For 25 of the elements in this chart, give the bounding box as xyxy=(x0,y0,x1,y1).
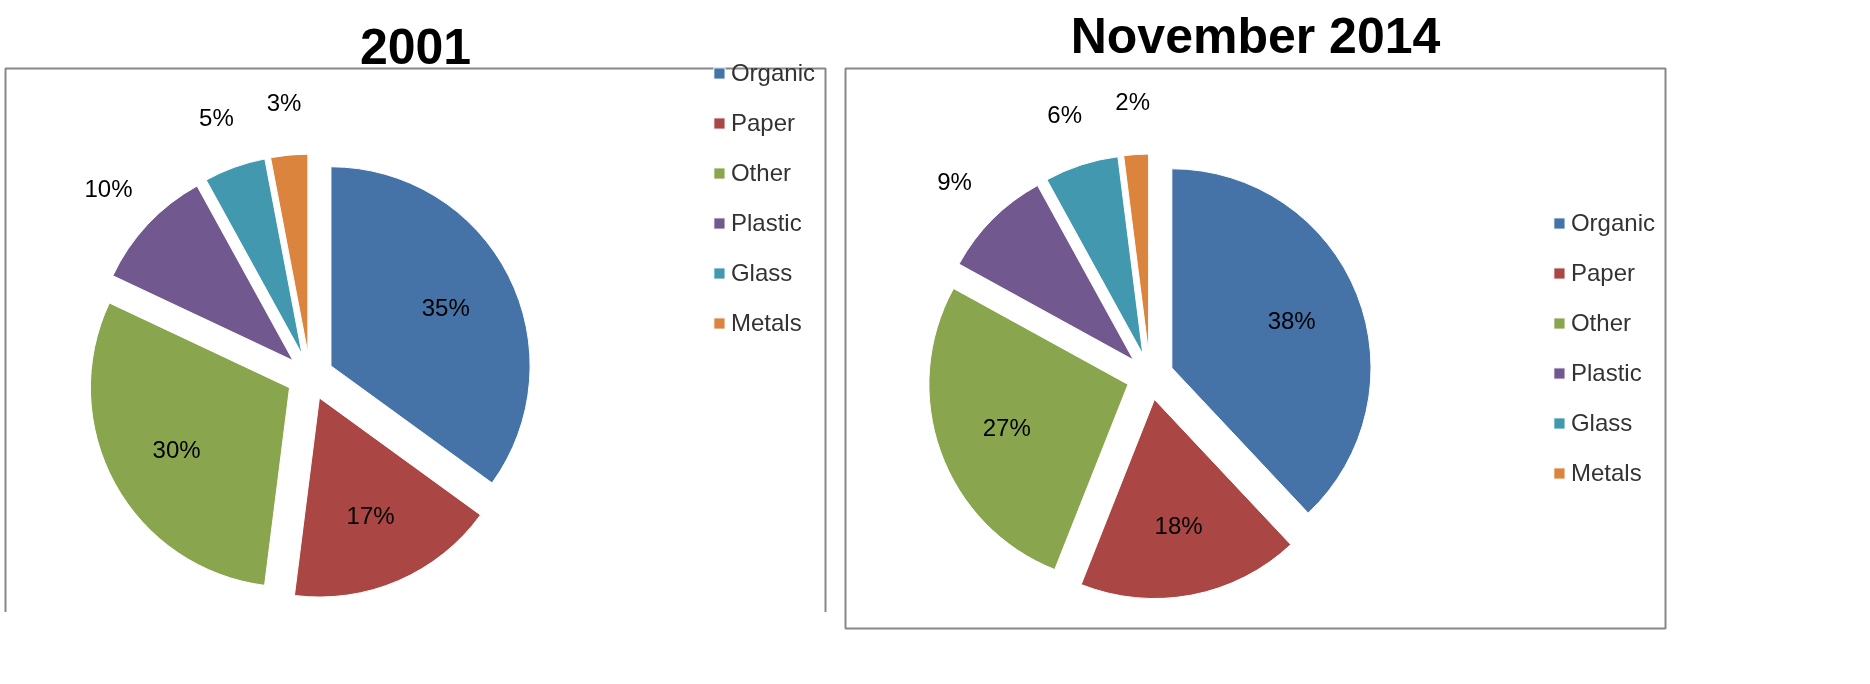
legend-label: Plastic xyxy=(730,208,802,237)
data-label: 6% xyxy=(1047,101,1082,129)
data-label: 30% xyxy=(152,436,201,464)
legend-label: Organic xyxy=(1570,209,1655,237)
legend-label: Metals xyxy=(730,308,802,337)
legend-label: Metals xyxy=(1570,459,1642,487)
legend-label: Other xyxy=(730,158,791,187)
legend-label: Plastic xyxy=(1570,359,1642,387)
data-label: 17% xyxy=(346,502,395,530)
data-label: 27% xyxy=(982,414,1031,442)
legend-label: Other xyxy=(1570,309,1631,337)
data-label: 10% xyxy=(84,174,133,202)
data-label: 38% xyxy=(1267,307,1316,335)
chart-title: November 2014 xyxy=(1070,7,1441,64)
legend-label: Paper xyxy=(730,108,795,137)
legend-label: Paper xyxy=(1570,259,1635,287)
data-label: 5% xyxy=(199,103,234,131)
data-label: 35% xyxy=(421,294,470,322)
data-label: 9% xyxy=(937,168,972,196)
data-label: 2% xyxy=(1115,88,1151,116)
legend-label: Glass xyxy=(1570,409,1633,437)
chart-title: 2001 xyxy=(359,18,472,75)
data-label: 18% xyxy=(1154,511,1203,539)
data-label: 3% xyxy=(266,88,302,116)
legend-label: Glass xyxy=(730,258,793,287)
